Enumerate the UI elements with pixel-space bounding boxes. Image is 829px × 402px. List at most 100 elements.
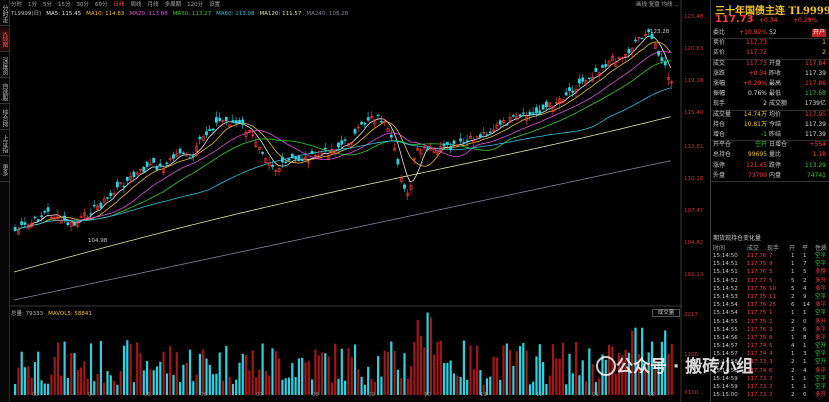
volume-bar-126 (429, 317, 432, 395)
volume-bar-17 (70, 353, 73, 395)
stat-label2-11: 日增仓 (769, 141, 788, 149)
candle-body-93 (320, 152, 324, 155)
volume-bar-128 (436, 341, 439, 395)
candle-body-167 (564, 92, 568, 96)
stat-value-11: 空开 (754, 141, 767, 149)
candle-body-186 (627, 48, 631, 54)
vol-tick-0: 2217 (684, 312, 698, 318)
period-11[interactable]: 设置 (209, 2, 221, 8)
period-1[interactable]: 1分 (28, 2, 38, 8)
price-tick-0: 123.48 (684, 14, 704, 20)
kline-chart[interactable]: 123.28 104.98 (10, 0, 682, 402)
volume-bar-130 (443, 363, 446, 395)
candle-body-124 (422, 146, 426, 149)
date-tick-0: 03 (32, 392, 39, 398)
volume-bar-66 (231, 383, 234, 395)
ticks-header[interactable]: 期货现持仓变化量 (713, 235, 762, 242)
tick-c-4: 4 (803, 285, 807, 292)
stat-value-13: 121.45 (746, 161, 767, 169)
period-0[interactable]: 分时 (11, 2, 23, 8)
volume-bar-54 (192, 381, 195, 395)
volume-bar-102 (350, 357, 353, 395)
stat-label2-3: 开盘 (769, 59, 782, 67)
candle-body-57 (201, 136, 205, 141)
candle-body-75 (261, 152, 265, 154)
volume-bar-15 (63, 341, 66, 395)
candle-body-66 (231, 120, 235, 123)
tick-n-14: 6 (769, 367, 773, 374)
period-4[interactable]: 30分 (76, 2, 90, 8)
volume-bar-110 (377, 356, 380, 395)
candle-body-63 (221, 120, 225, 123)
candle-body-24 (92, 205, 96, 207)
volume-bar-18 (73, 353, 76, 395)
period-10[interactable]: 120分 (187, 2, 204, 8)
candle-body-70 (244, 131, 248, 137)
left-tab-3[interactable]: 自选股 (0, 80, 9, 104)
stat-separator-14 (711, 181, 829, 182)
watermark: 公众号 · 搬砖小组 (590, 352, 753, 377)
left-tab-6[interactable]: 更多 (0, 158, 9, 182)
candle-body-31 (116, 181, 119, 188)
period-2[interactable]: 5分 (43, 2, 53, 8)
candle-body-133 (452, 140, 456, 144)
tick-row-3: 15:14:52 117.77 5 5 2 多开 (711, 277, 829, 285)
tick-p-4: 117.76 (747, 285, 767, 292)
ma-line-60 (13, 87, 671, 231)
volume-bar-77 (268, 375, 271, 395)
period-6[interactable]: 日线 (113, 2, 125, 8)
volume-bar-82 (284, 378, 287, 395)
stat-value-6: 0.76% (747, 90, 767, 98)
tick-o-6: 6 (791, 302, 795, 309)
volume-bar-114 (390, 341, 393, 395)
left-tab-4[interactable]: 综合排名 (0, 106, 9, 130)
left-tab-1[interactable]: K线图 (0, 28, 9, 52)
stat-row-6: 振幅 0.76% 最低 117.58 (711, 89, 829, 99)
volume-indicator-button[interactable]: 成交量 (652, 309, 680, 317)
left-tab-2[interactable]: 深度资料 (0, 54, 9, 78)
tick-t-11: 15:14:57 (713, 343, 738, 350)
left-tab-0[interactable]: 分时走势 (0, 2, 9, 26)
volume-bar-105 (360, 376, 363, 395)
volume-bar-100 (344, 380, 347, 395)
candle-body-89 (307, 161, 311, 164)
volume-bar-85 (294, 377, 297, 395)
candle-body-47 (168, 158, 172, 161)
candle-body-125 (426, 148, 430, 150)
volume-bar-158 (535, 356, 538, 395)
tick-col-5: 性质 (815, 245, 828, 252)
volume-bar-190 (641, 327, 644, 395)
candle-body-192 (647, 29, 651, 33)
tick-n-2: 5 (769, 269, 773, 276)
price-row: 117.73 +0.34 +0.29% (715, 14, 827, 26)
candle-body-130 (442, 143, 446, 147)
period-5[interactable]: 60分 (95, 2, 108, 8)
candle-body-113 (386, 128, 390, 132)
volume-bar-194 (654, 357, 657, 395)
candle-body-4 (26, 224, 30, 229)
candle-body-64 (224, 116, 228, 122)
candle-body-152 (515, 115, 519, 121)
candle-body-12 (53, 217, 57, 221)
volume-bar-58 (205, 358, 208, 395)
tick-row-16: 15:14:59 117.73 2 1 1 空平 (711, 383, 829, 391)
vol-tick-2: X100 (684, 390, 699, 396)
tick-t-1: 15:14:51 (713, 261, 738, 268)
volume-bar-10 (47, 383, 50, 395)
period-8[interactable]: 月线 (147, 2, 159, 8)
candle-body-42 (152, 157, 156, 163)
volume-bar-99 (340, 348, 343, 395)
volume-bar-25 (96, 374, 99, 395)
period-7[interactable]: 周线 (130, 2, 142, 8)
candle-body-39 (142, 166, 146, 173)
top-right-tools[interactable]: 画线 复盘 均线 ... (636, 2, 680, 8)
stat-value2-0[interactable]: 开户 (811, 29, 826, 37)
tick-col-3: 开 (789, 245, 796, 252)
candle-body-81 (280, 157, 284, 163)
left-tab-5[interactable]: 上证指数 (0, 132, 9, 156)
period-3[interactable]: 15分 (58, 2, 71, 8)
period-9[interactable]: 多周期 (164, 2, 182, 8)
candle-body-183 (617, 57, 621, 59)
candle-body-55 (195, 146, 199, 152)
volume-bar-185 (624, 350, 627, 395)
